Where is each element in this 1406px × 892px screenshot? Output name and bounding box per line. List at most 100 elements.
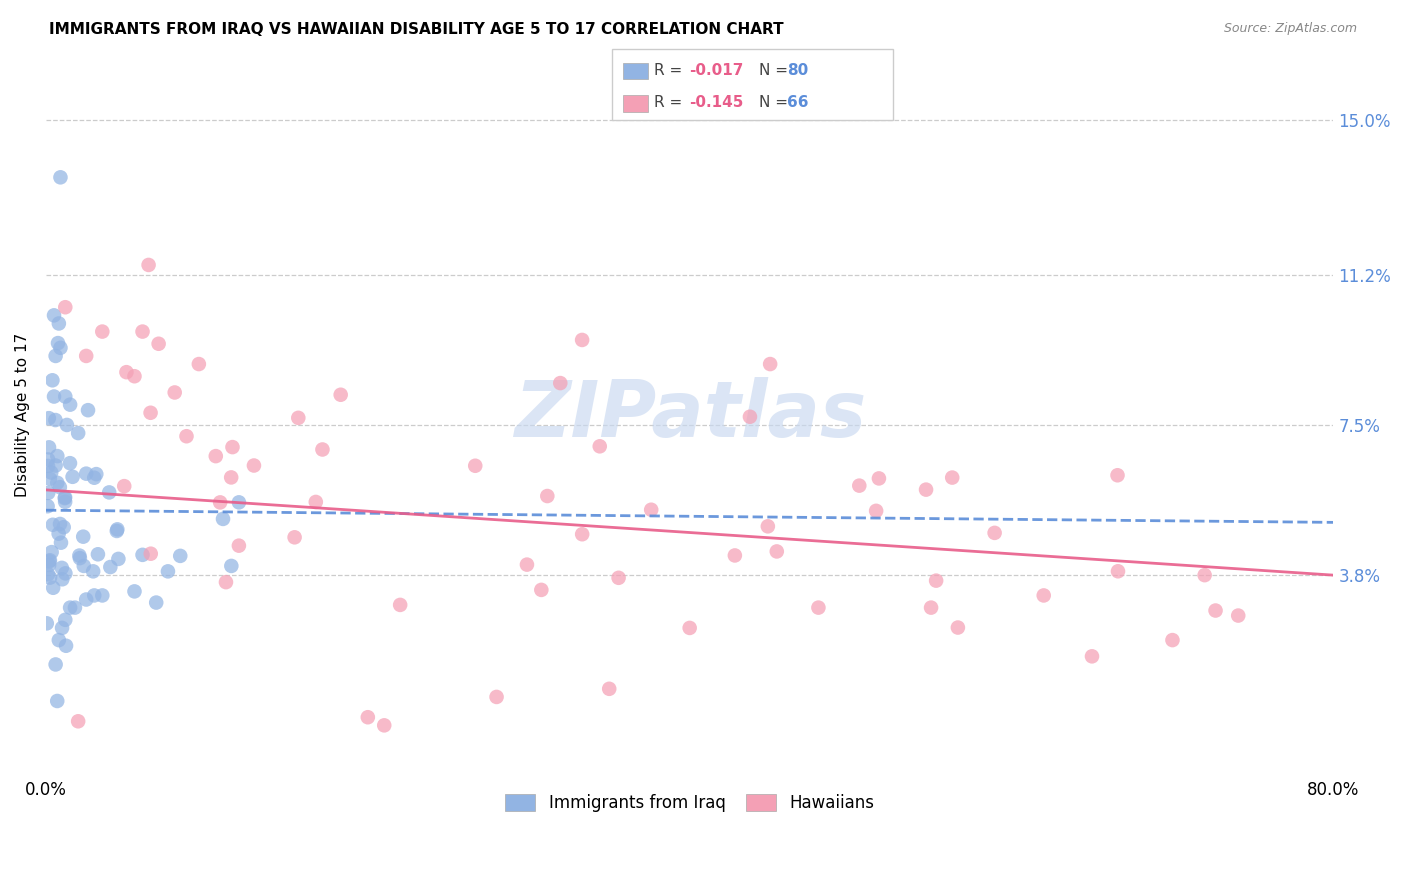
Point	[75, 467, 97, 481]
Point	[41, 373, 63, 387]
Point	[124, 584, 146, 599]
Point	[548, 376, 571, 390]
Point	[1081, 649, 1104, 664]
Point	[55, 566, 77, 581]
Point	[39, 466, 62, 480]
Point	[49, 535, 72, 549]
Point	[1107, 564, 1129, 578]
Point	[243, 458, 266, 473]
Point	[84, 467, 107, 482]
Point	[941, 470, 963, 484]
Point	[756, 519, 779, 533]
Point	[48, 526, 70, 541]
Point	[679, 621, 702, 635]
Point	[59, 456, 82, 470]
Text: R =: R =	[654, 95, 688, 110]
Point	[145, 596, 167, 610]
Point	[38, 558, 60, 572]
Point	[49, 341, 72, 355]
Point	[35, 616, 58, 631]
Point	[915, 483, 938, 497]
Point	[724, 549, 747, 563]
Point	[187, 357, 209, 371]
Point	[87, 547, 110, 561]
Point	[1205, 603, 1227, 617]
Point	[59, 398, 82, 412]
Point	[305, 495, 328, 509]
Point	[59, 600, 82, 615]
Point	[98, 485, 121, 500]
Point	[219, 470, 242, 484]
Point	[139, 406, 162, 420]
Point	[55, 639, 77, 653]
Point	[39, 571, 62, 585]
Point	[46, 449, 69, 463]
Point	[51, 621, 73, 635]
Point	[42, 309, 65, 323]
Point	[62, 470, 84, 484]
Point	[284, 530, 307, 544]
Point	[51, 561, 73, 575]
Text: Source: ZipAtlas.com: Source: ZipAtlas.com	[1223, 22, 1357, 36]
Point	[72, 530, 94, 544]
Point	[485, 690, 508, 704]
Point	[848, 478, 870, 492]
Point	[38, 472, 60, 486]
Point	[49, 516, 72, 531]
Point	[536, 489, 558, 503]
Point	[91, 325, 114, 339]
Point	[163, 385, 186, 400]
Point	[48, 317, 70, 331]
Point	[221, 440, 243, 454]
Point	[156, 565, 179, 579]
Point	[98, 560, 121, 574]
Point	[1194, 568, 1216, 582]
Point	[1107, 468, 1129, 483]
Text: N =: N =	[759, 95, 793, 110]
Point	[176, 429, 198, 443]
Point	[46, 475, 69, 490]
Point	[49, 480, 72, 494]
Point	[464, 458, 486, 473]
Point	[67, 426, 90, 441]
Text: IMMIGRANTS FROM IRAQ VS HAWAIIAN DISABILITY AGE 5 TO 17 CORRELATION CHART: IMMIGRANTS FROM IRAQ VS HAWAIIAN DISABIL…	[49, 22, 783, 37]
Point	[53, 495, 76, 509]
Point	[105, 522, 128, 536]
Point	[91, 589, 114, 603]
Point	[138, 258, 160, 272]
Point	[82, 565, 104, 579]
Point	[571, 333, 593, 347]
Point	[124, 369, 146, 384]
Point	[115, 365, 138, 379]
Point	[53, 491, 76, 505]
Point	[329, 388, 352, 402]
Point	[37, 458, 59, 473]
Point	[73, 558, 96, 573]
Point	[52, 520, 75, 534]
Point	[204, 449, 226, 463]
Point	[53, 491, 76, 505]
Point	[571, 527, 593, 541]
Point	[44, 413, 66, 427]
Point	[357, 710, 380, 724]
Point	[63, 600, 86, 615]
Point	[42, 390, 65, 404]
Point	[640, 502, 662, 516]
Text: -0.017: -0.017	[689, 63, 744, 78]
Point	[49, 170, 72, 185]
Point	[925, 574, 948, 588]
Point	[37, 567, 59, 582]
Point	[46, 336, 69, 351]
Point	[112, 479, 135, 493]
Point	[228, 539, 250, 553]
Point	[38, 411, 60, 425]
Point	[807, 600, 830, 615]
Point	[373, 718, 395, 732]
Point	[139, 547, 162, 561]
Point	[67, 549, 90, 563]
Point	[45, 349, 67, 363]
Point	[1227, 608, 1250, 623]
Point	[738, 409, 761, 424]
Point	[41, 545, 63, 559]
Point	[1032, 589, 1054, 603]
